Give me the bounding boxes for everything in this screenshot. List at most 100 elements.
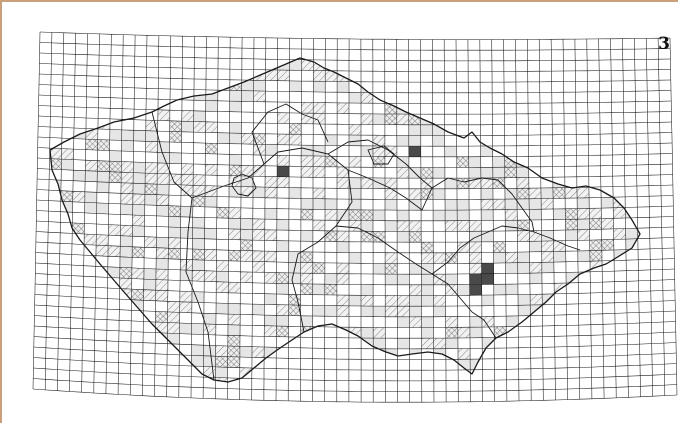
- grid-cell-crosshatched: [337, 391, 349, 402]
- grid-cell-light: [664, 343, 676, 354]
- grid-cell-light: [432, 61, 444, 72]
- grid-cell-light: [134, 130, 146, 141]
- grid-cell-hatched: [361, 60, 373, 71]
- grid-cell-hatched: [580, 388, 592, 399]
- grid-cell-light: [518, 263, 530, 274]
- grid-cell-hatched: [40, 32, 52, 43]
- grid-cell-light: [361, 285, 373, 296]
- grid-cell-light: [157, 152, 169, 163]
- grid-cell-light: [108, 267, 120, 278]
- grid-cell-hatched: [385, 178, 397, 189]
- grid-cell-hatched: [373, 135, 385, 146]
- grid-cell-hatched: [218, 69, 230, 80]
- grid-cell-hatched: [495, 369, 507, 380]
- grid-cell-crosshatched: [325, 284, 337, 295]
- grid-cell-light: [313, 39, 325, 50]
- grid-cell-crosshatched: [446, 327, 458, 338]
- grid-cell-light: [612, 144, 624, 155]
- grid-cell-hatched: [337, 263, 349, 274]
- grid-cell-light: [627, 291, 639, 302]
- grid-cell-dark: [482, 263, 494, 274]
- grid-cell-light: [300, 380, 312, 391]
- grid-cell-hatched: [385, 306, 397, 317]
- grid-cell-light: [98, 108, 110, 119]
- grid-cell-crosshatched: [480, 82, 492, 93]
- grid-cell-hatched: [62, 96, 74, 107]
- grid-cell-hatched: [580, 378, 592, 389]
- grid-cell-hatched: [530, 294, 542, 305]
- grid-cell-hatched: [614, 229, 626, 240]
- grid-cell-hatched: [180, 302, 192, 313]
- grid-cell-dark: [470, 274, 482, 285]
- grid-cell-hatched: [277, 155, 289, 166]
- grid-cell-hatched: [361, 114, 373, 125]
- grid-cell-light: [540, 145, 552, 156]
- grid-cell-light: [385, 71, 397, 82]
- grid-cell-hatched: [95, 309, 107, 320]
- grid-cell-hatched: [193, 185, 205, 196]
- grid-cell-hatched: [301, 273, 313, 284]
- grid-cell-crosshatched: [504, 50, 516, 61]
- grid-cell-hatched: [627, 281, 639, 292]
- grid-cell-hatched: [588, 113, 600, 124]
- grid-cell-light: [409, 306, 421, 317]
- grid-cell-hatched: [39, 74, 51, 85]
- grid-cell-hatched: [278, 70, 290, 81]
- grid-cell-light: [604, 356, 616, 367]
- grid-cell-crosshatched: [602, 239, 614, 250]
- grid-cell-light: [445, 199, 457, 210]
- grid-cell-light: [409, 82, 421, 93]
- grid-cell-crosshatched: [528, 103, 540, 114]
- grid-cell-hatched: [614, 281, 626, 292]
- grid-cell-light: [51, 64, 63, 75]
- grid-cell-light: [529, 209, 541, 220]
- grid-cell-light: [505, 146, 517, 157]
- grid-cell-light: [542, 262, 554, 273]
- grid-cell-light: [494, 337, 506, 348]
- grid-cell-light: [540, 124, 552, 135]
- grid-cell-hatched: [40, 43, 52, 54]
- grid-cell-crosshatched: [289, 124, 301, 135]
- grid-cell-hatched: [409, 285, 421, 296]
- grid-cell-hatched: [469, 221, 481, 232]
- grid-cell-light: [651, 322, 663, 333]
- grid-cell-hatched: [143, 343, 155, 354]
- grid-cell-light: [554, 251, 566, 262]
- grid-cell-hatched: [253, 230, 265, 241]
- grid-cell-light: [469, 157, 481, 168]
- grid-cell-light: [82, 382, 94, 393]
- grid-cell-light: [433, 136, 445, 147]
- grid-cell-hatched: [87, 76, 99, 87]
- grid-cell-crosshatched: [623, 81, 635, 92]
- grid-cell-hatched: [469, 242, 481, 253]
- grid-cell-light: [589, 166, 601, 177]
- grid-cell-light: [540, 92, 552, 103]
- grid-cell-light: [470, 316, 482, 327]
- grid-cell-hatched: [62, 117, 74, 128]
- grid-cell-light: [94, 361, 106, 372]
- grid-cell-hatched: [301, 263, 313, 274]
- grid-cell-light: [325, 274, 337, 285]
- grid-cell-light: [638, 270, 650, 281]
- grid-cell-hatched: [289, 134, 301, 145]
- grid-cell-hatched: [194, 79, 206, 90]
- grid-cell-light: [254, 80, 266, 91]
- grid-cell-crosshatched: [504, 93, 516, 104]
- grid-cell-crosshatched: [650, 248, 662, 259]
- grid-cell-light: [566, 230, 578, 241]
- grid-cell-light: [518, 337, 530, 348]
- grid-cell-light: [481, 189, 493, 200]
- grid-cell-light: [110, 129, 122, 140]
- grid-cell-light: [652, 343, 664, 354]
- grid-cell-hatched: [542, 241, 554, 252]
- grid-cell-light: [253, 187, 265, 198]
- grid-cell-light: [555, 315, 567, 326]
- grid-cell-light: [47, 274, 59, 285]
- grid-cell-light: [601, 197, 613, 208]
- grid-cell-hatched: [156, 248, 168, 259]
- grid-cell-light: [192, 260, 204, 271]
- grid-cell-hatched: [265, 230, 277, 241]
- grid-cell-light: [156, 237, 168, 248]
- grid-cell-crosshatched: [420, 40, 432, 51]
- grid-cell-light: [563, 60, 575, 71]
